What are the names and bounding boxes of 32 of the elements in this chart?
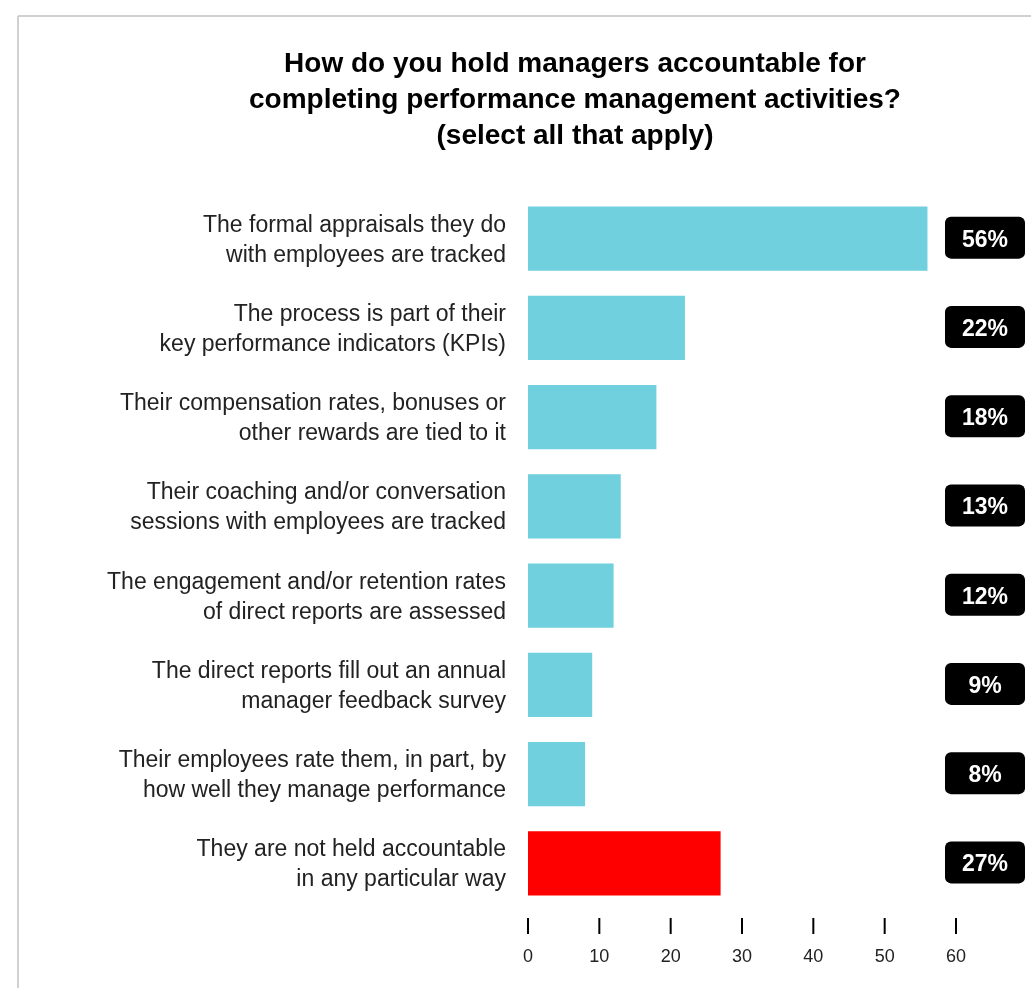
bar: [528, 206, 928, 271]
data-label: 12%: [961, 582, 1009, 609]
x-tick-label: 10: [589, 946, 610, 966]
data-label: 27%: [961, 850, 1009, 877]
bar: [528, 385, 657, 450]
data-label: 13%: [961, 493, 1009, 520]
y-tick-label: Their compensation rates, bonuses or other rewards are tied to it: [119, 389, 507, 446]
bar: [528, 742, 586, 807]
y-tick-label: Their coaching and/or conversation sessions with employees are tracked: [130, 478, 506, 535]
x-tick-label: 30: [731, 946, 753, 966]
data-label: 9%: [968, 671, 1002, 698]
x-tick-label: 50: [874, 946, 895, 966]
bar: [528, 295, 685, 361]
data-label: 22%: [961, 314, 1009, 341]
bar: [528, 652, 593, 718]
y-tick-label: Their employees rate them, in part, by how well they manage performance: [118, 746, 507, 803]
bar: [528, 474, 621, 539]
y-tick-label: They are not held accountable in any particular way: [196, 835, 507, 892]
x-tick-label: 60: [945, 946, 967, 966]
x-tick-label: 0: [522, 946, 534, 966]
y-tick-label: The formal appraisals they do with employees are tracked: [203, 210, 506, 267]
bar: [528, 831, 721, 896]
data-label: 56%: [961, 225, 1009, 252]
y-tick-label: The engagement and/or retention rates of direct reports are assessed: [107, 567, 506, 624]
chart-title: How do you hold managers accountable for completing performance management activities? (select all that apply): [249, 47, 901, 150]
data-label: 18%: [961, 404, 1009, 431]
y-tick-label: The process is part of their key performance indicators (KPIs): [159, 299, 507, 356]
x-tick-label: 40: [803, 946, 824, 966]
bar: [528, 563, 614, 628]
data-label: 8%: [968, 761, 1002, 788]
y-tick-label: The direct reports fill out an annual manager feedback survey: [151, 656, 507, 713]
x-tick-label: 20: [660, 946, 681, 966]
